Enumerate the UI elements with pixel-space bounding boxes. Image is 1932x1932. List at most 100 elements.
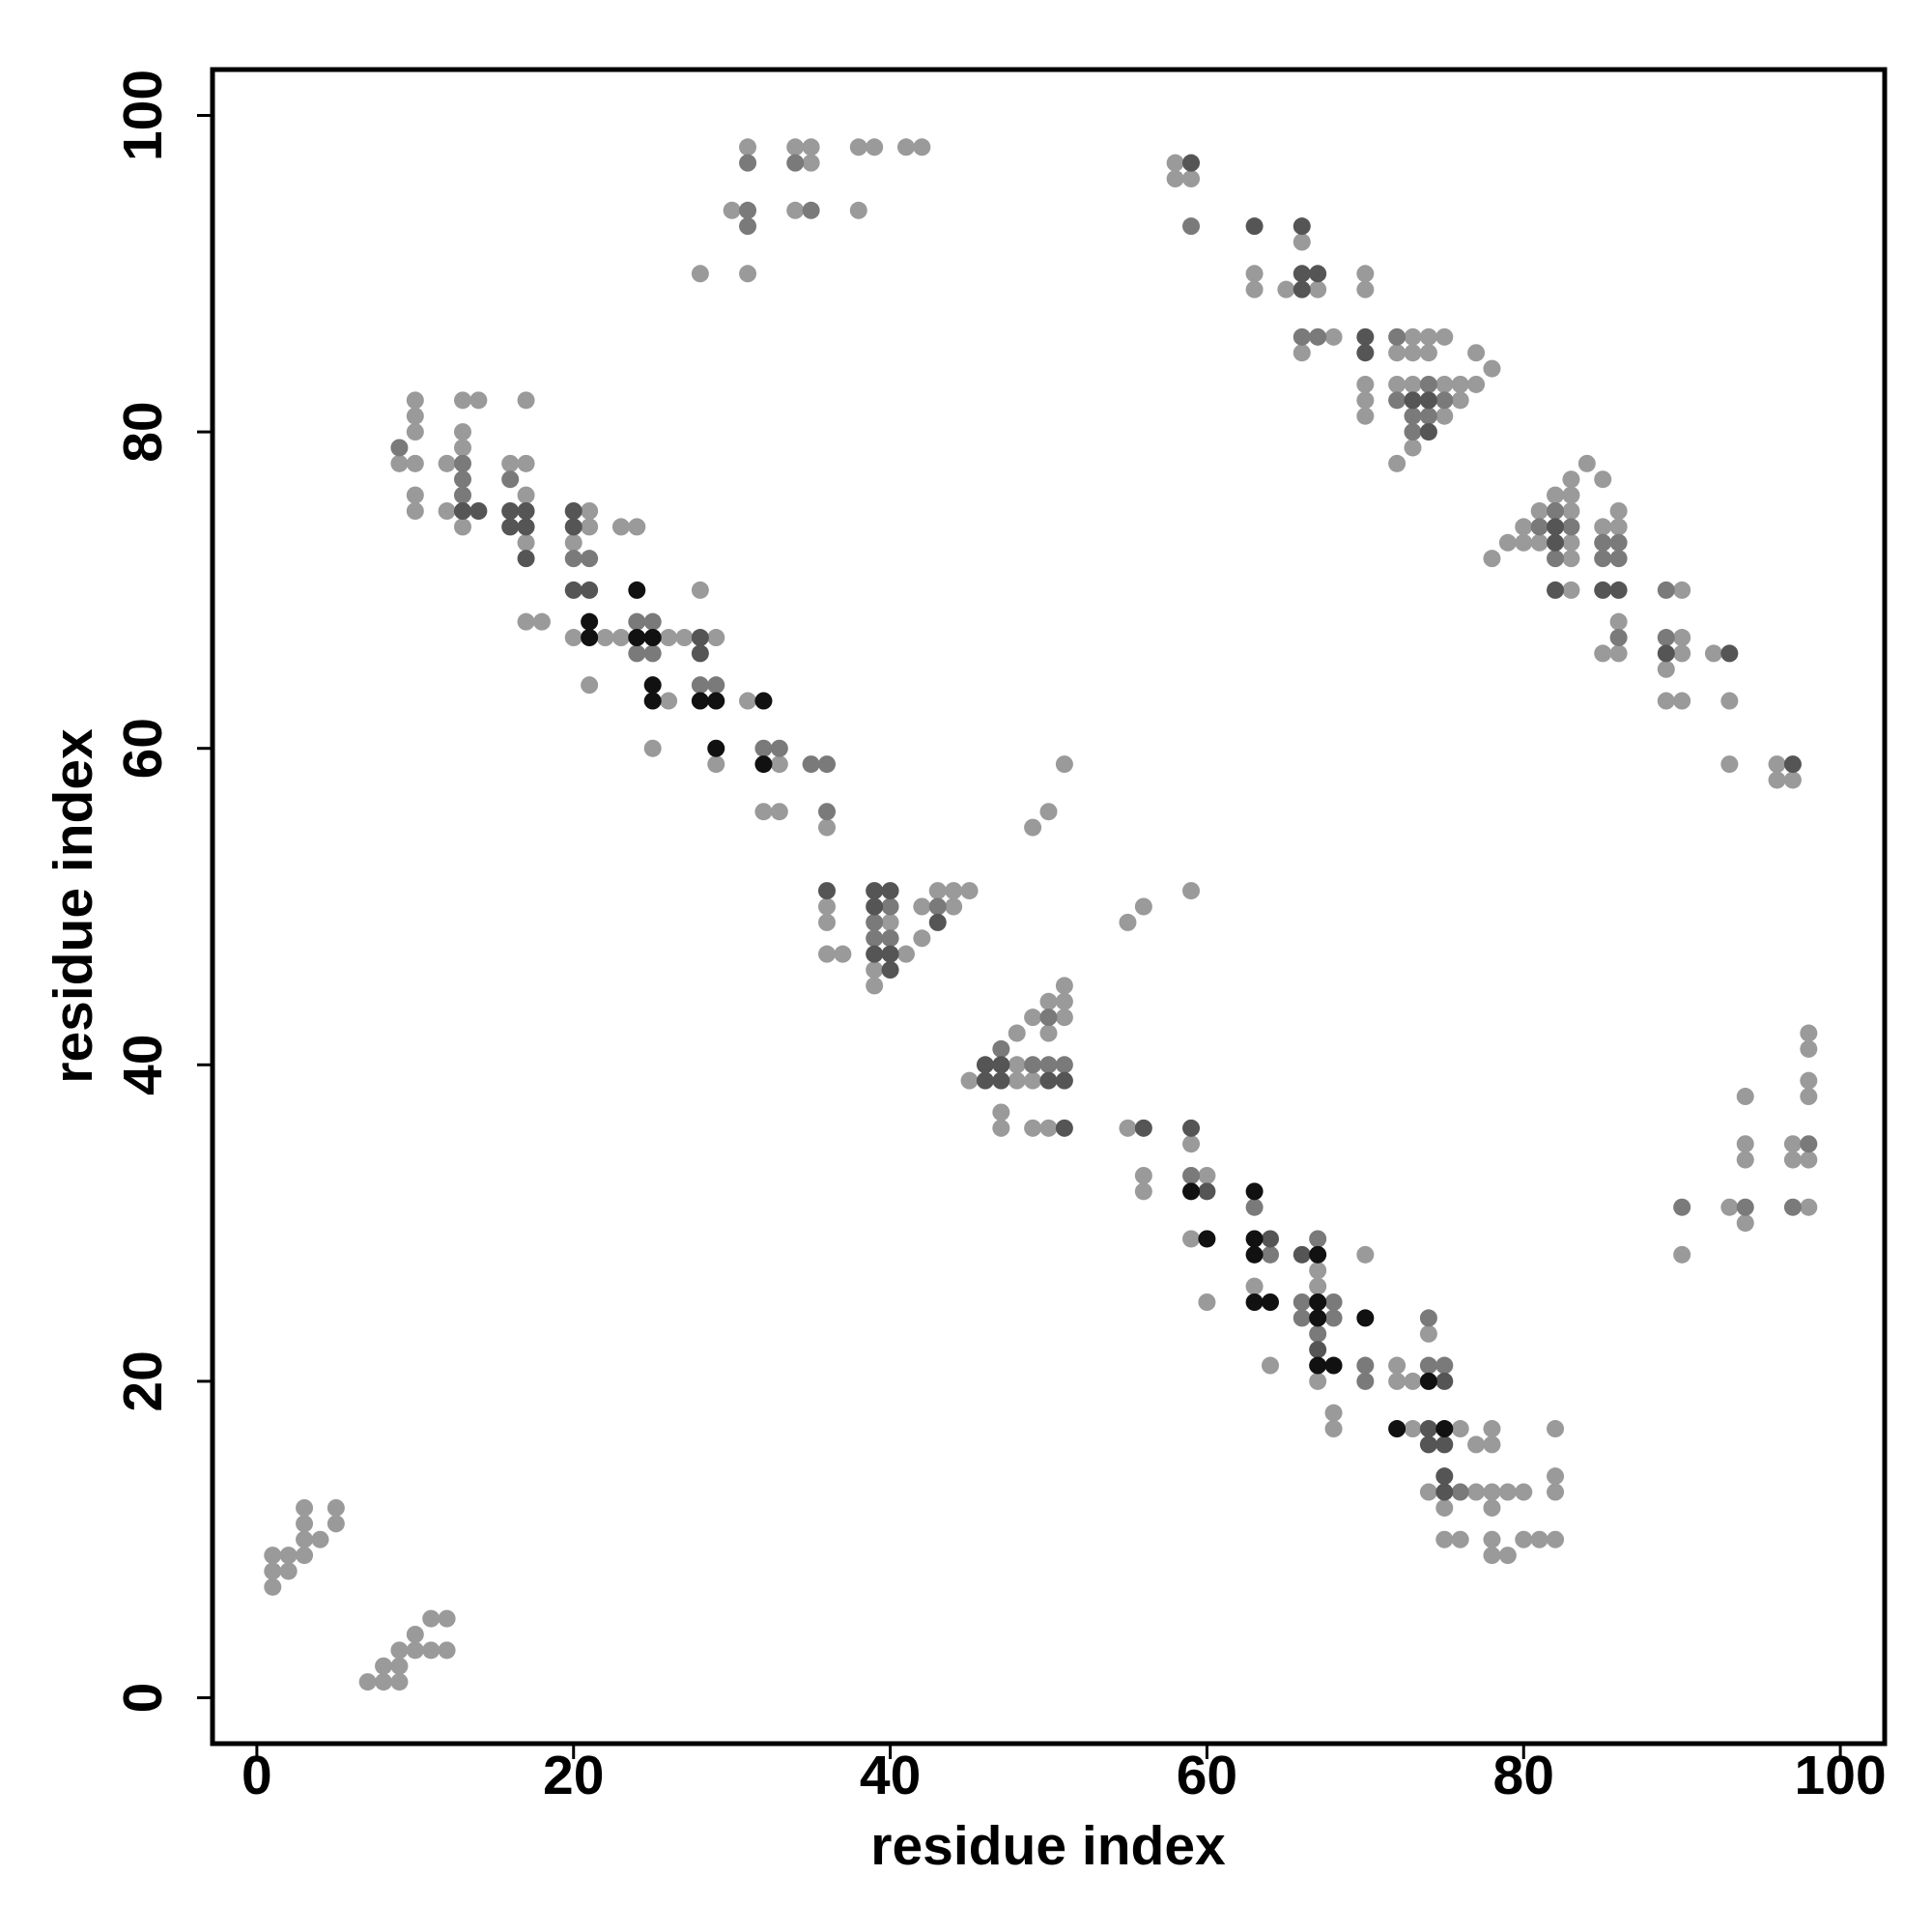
point [1182, 1119, 1201, 1137]
point [279, 1562, 298, 1580]
point [1404, 344, 1422, 362]
point [1404, 1420, 1422, 1438]
point [818, 897, 837, 916]
point [1055, 1119, 1073, 1137]
point [1182, 170, 1201, 188]
point [581, 502, 599, 521]
point [1673, 629, 1691, 647]
point [264, 1562, 282, 1580]
point [1055, 1071, 1073, 1090]
point [1800, 1151, 1818, 1169]
point [1547, 502, 1565, 521]
point [1356, 1309, 1375, 1327]
point [1419, 344, 1437, 362]
point [1388, 1356, 1406, 1375]
point [1736, 1198, 1754, 1216]
point [739, 265, 757, 283]
point [1435, 375, 1454, 393]
point [913, 897, 931, 916]
point [1309, 327, 1327, 346]
point [1245, 1277, 1264, 1295]
point [1134, 897, 1152, 916]
point [596, 629, 614, 647]
plot-frame [210, 67, 1888, 1747]
point [643, 629, 662, 647]
point [1547, 486, 1565, 504]
point [1388, 375, 1406, 393]
point [1435, 1483, 1454, 1501]
point [517, 518, 535, 536]
point [581, 612, 599, 631]
point [866, 882, 884, 900]
point [469, 502, 488, 521]
point [1673, 644, 1691, 663]
point [564, 550, 582, 568]
x-axis-title: residue index [870, 1815, 1226, 1877]
point [1547, 1467, 1565, 1486]
point [1419, 391, 1437, 410]
point [1467, 1435, 1486, 1454]
point [707, 692, 725, 710]
point [1673, 692, 1691, 710]
point [581, 676, 599, 695]
point [802, 138, 820, 156]
point [1404, 439, 1422, 457]
point [1435, 1435, 1454, 1454]
point [1245, 1198, 1264, 1216]
point [1594, 581, 1612, 599]
point [1594, 550, 1612, 568]
point [945, 882, 963, 900]
point [802, 154, 820, 172]
point [1562, 518, 1580, 536]
point [1435, 1356, 1454, 1375]
point [517, 454, 535, 472]
point [1039, 1119, 1058, 1137]
point [691, 581, 709, 599]
point [517, 391, 535, 410]
point [1530, 518, 1548, 536]
point [754, 755, 773, 774]
point [564, 502, 582, 521]
point [881, 945, 899, 963]
point [913, 138, 931, 156]
point [1388, 344, 1406, 362]
point [754, 692, 773, 710]
point [1547, 1420, 1565, 1438]
point [1562, 502, 1580, 521]
point [628, 581, 646, 599]
point [866, 897, 884, 916]
point [1736, 1135, 1754, 1153]
point [1515, 1530, 1533, 1548]
point [1609, 533, 1628, 552]
point [406, 407, 424, 425]
point [581, 581, 599, 599]
point [786, 138, 805, 156]
point [1245, 1230, 1264, 1248]
point [1055, 992, 1073, 1010]
point [296, 1530, 314, 1548]
point [1293, 327, 1311, 346]
point [1562, 486, 1580, 504]
point [1309, 1230, 1327, 1248]
point [1530, 502, 1548, 521]
point [754, 803, 773, 821]
point [1024, 818, 1042, 837]
point [453, 502, 471, 521]
point [406, 423, 424, 441]
point [1309, 1309, 1327, 1327]
point [992, 1103, 1010, 1122]
point [296, 1515, 314, 1533]
point [1356, 407, 1375, 425]
point [628, 644, 646, 663]
point [928, 913, 947, 931]
point [1483, 359, 1501, 378]
point [786, 154, 805, 172]
point [1562, 550, 1580, 568]
point [643, 676, 662, 695]
x-tick-label: 40 [860, 1745, 921, 1806]
point [1736, 1214, 1754, 1233]
point [1547, 1530, 1565, 1548]
point [1783, 1151, 1802, 1169]
point [818, 803, 837, 821]
point [438, 1641, 456, 1660]
